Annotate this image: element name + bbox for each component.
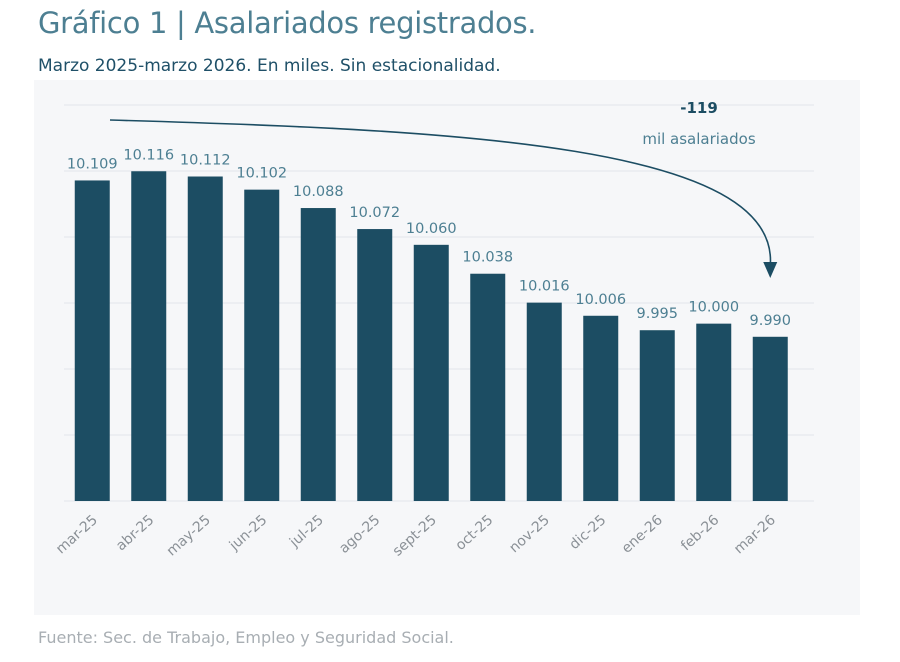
bar-chart: 10.109 10.116 10.112 10.102 10.088 10.072 10.0… (53, 99, 814, 560)
value-labels: 10.109 10.116 10.112 10.102 10.088 10.072 10.0… (67, 147, 791, 329)
x-tick-label: dic-25 (567, 512, 610, 553)
value-label: 10.038 (462, 250, 513, 266)
source-note: Fuente: Sec. de Trabajo, Empleo y Seguri… (38, 628, 454, 647)
value-label: 10.116 (123, 147, 174, 163)
bar (639, 330, 675, 501)
x-tick-label: sept-25 (390, 512, 440, 559)
x-tick-label: nov-25 (506, 512, 553, 556)
x-tick-label: ago-25 (336, 512, 383, 557)
annotation-text: mil asalariados (642, 130, 755, 148)
value-label: 10.072 (349, 205, 400, 221)
trend-arrow-line (109, 119, 772, 267)
bar (244, 189, 280, 501)
x-tick-label: mar-25 (53, 512, 101, 557)
chart-subtitle: Marzo 2025-marzo 2026. En miles. Sin est… (38, 56, 501, 76)
bar (357, 229, 393, 501)
value-label: 9.990 (749, 313, 791, 329)
bars (74, 171, 788, 501)
value-label: 10.060 (406, 221, 457, 237)
chart-title: Gráfico 1 | Asalariados registrados. (38, 6, 537, 40)
value-label: 10.102 (236, 166, 287, 182)
value-label: 9.995 (636, 306, 678, 322)
chart-panel: 10.109 10.116 10.112 10.102 10.088 10.072 10.0… (34, 80, 860, 615)
x-tick-label: ene-26 (619, 512, 666, 557)
bar (583, 315, 619, 501)
bar (413, 244, 449, 501)
bar (696, 323, 732, 501)
value-label: 10.006 (575, 292, 626, 308)
bar (131, 171, 167, 501)
x-tick-label: jul-25 (286, 512, 327, 551)
x-tick-label: abr-25 (113, 512, 157, 554)
x-tick-label: oct-25 (453, 512, 497, 554)
trend-arrow-head (763, 262, 778, 278)
x-tick-label: jun-25 (226, 512, 271, 554)
trend-arrow (109, 119, 778, 278)
x-axis-labels: mar-25 abr-25 may-25 jun-25 jul-25 ago-25 sept… (53, 512, 779, 560)
value-label: 10.112 (180, 153, 231, 169)
value-label: 10.016 (519, 279, 570, 295)
value-label: 10.088 (293, 184, 344, 200)
x-tick-label: mar-26 (731, 512, 779, 557)
bar (526, 302, 562, 501)
bar (187, 176, 223, 501)
annotation-value: -119 (680, 99, 718, 117)
x-tick-label: feb-26 (678, 512, 722, 554)
bar (300, 208, 336, 501)
x-tick-label: may-25 (164, 512, 214, 559)
bar (752, 336, 788, 501)
bar (74, 180, 110, 501)
value-label: 10.000 (688, 300, 739, 316)
value-label: 10.109 (67, 156, 118, 172)
bar (470, 273, 506, 501)
